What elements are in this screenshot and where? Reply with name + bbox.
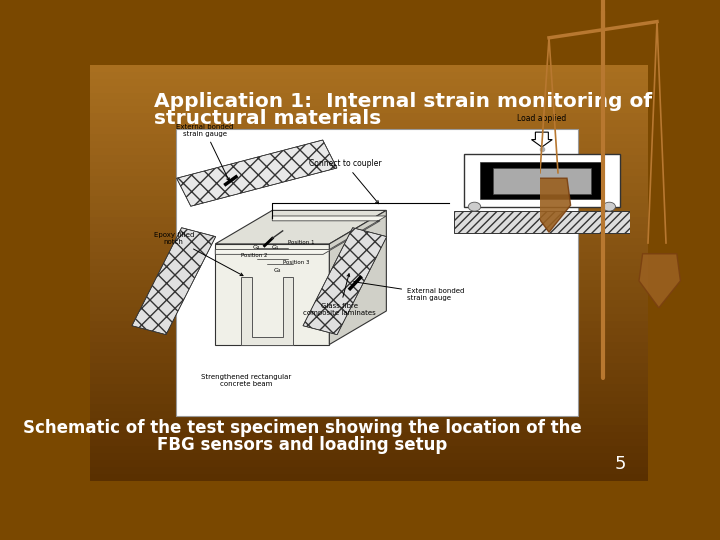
Bar [90, 190, 648, 197]
Bar [90, 418, 648, 425]
Bar [90, 439, 648, 446]
Bar [90, 321, 648, 328]
Text: G₃: G₃ [274, 268, 282, 273]
Text: Position 1: Position 1 [288, 240, 315, 245]
Text: 5: 5 [614, 455, 626, 473]
Bar [90, 460, 648, 467]
Text: Schematic of the test specimen showing the location of the: Schematic of the test specimen showing t… [22, 419, 582, 437]
Bar [90, 72, 648, 79]
Text: G₁: G₁ [271, 245, 279, 249]
Bar [90, 453, 648, 460]
FancyBboxPatch shape [464, 154, 620, 207]
FancyBboxPatch shape [176, 129, 578, 416]
Text: Epoxy filled
notch: Epoxy filled notch [153, 232, 243, 275]
Bar [90, 432, 648, 439]
Bar [90, 446, 648, 453]
Bar [90, 467, 648, 474]
Text: G₂: G₂ [253, 245, 261, 249]
Text: FBG sensors and loading setup: FBG sensors and loading setup [157, 436, 447, 454]
Bar [90, 370, 648, 377]
Bar [90, 65, 648, 72]
Text: External bonded
strain gauge: External bonded strain gauge [354, 281, 464, 301]
Bar [90, 390, 648, 397]
Polygon shape [215, 211, 387, 244]
Bar [90, 169, 648, 176]
Text: Position 2: Position 2 [241, 253, 268, 258]
Polygon shape [176, 140, 337, 206]
Text: External bonded
strain gauge: External bonded strain gauge [176, 124, 233, 181]
Bar [90, 106, 648, 113]
Bar [90, 294, 648, 300]
Bar [90, 183, 648, 190]
Polygon shape [215, 244, 329, 345]
Bar [90, 141, 648, 148]
Polygon shape [215, 216, 387, 254]
Polygon shape [132, 228, 216, 335]
Text: Glass fibre
composite laminates: Glass fibre composite laminates [303, 274, 376, 316]
Bar [90, 99, 648, 106]
Bar [90, 238, 648, 245]
Bar [90, 127, 648, 134]
Bar [90, 335, 648, 342]
Bar [90, 252, 648, 259]
Text: structural materials: structural materials [154, 109, 382, 129]
Bar [90, 85, 648, 92]
Bar [90, 134, 648, 141]
Bar [90, 176, 648, 183]
Bar [90, 245, 648, 252]
Circle shape [468, 202, 481, 211]
Polygon shape [454, 211, 630, 233]
Bar [90, 259, 648, 266]
Bar [90, 411, 648, 418]
Bar [90, 79, 648, 85]
Bar [90, 113, 648, 120]
Bar [90, 92, 648, 99]
Polygon shape [639, 254, 680, 308]
Polygon shape [529, 178, 571, 232]
Bar [90, 363, 648, 370]
Bar [90, 342, 648, 349]
Circle shape [603, 202, 616, 211]
Bar [90, 377, 648, 383]
Polygon shape [329, 211, 387, 345]
Bar [90, 273, 648, 280]
Text: Strengthened rectangular
concrete beam: Strengthened rectangular concrete beam [202, 374, 292, 387]
Text: Load applied: Load applied [517, 114, 567, 123]
Bar [90, 217, 648, 224]
Bar [90, 328, 648, 335]
FancyArrow shape [531, 132, 552, 147]
Bar [90, 211, 648, 217]
Bar [90, 280, 648, 287]
Bar [90, 397, 648, 404]
Bar [90, 300, 648, 307]
Bar [90, 266, 648, 273]
Bar [90, 404, 648, 411]
Polygon shape [241, 278, 293, 345]
Bar [90, 287, 648, 294]
Bar [90, 307, 648, 314]
Text: Position 3: Position 3 [283, 260, 309, 266]
Text: Connect to coupler: Connect to coupler [309, 159, 381, 204]
Bar [90, 349, 648, 356]
Bar [90, 197, 648, 204]
Bar [90, 120, 648, 127]
FancyBboxPatch shape [492, 167, 591, 194]
Bar [90, 224, 648, 231]
Polygon shape [303, 228, 387, 335]
Bar [90, 148, 648, 155]
Text: Application 1:  Internal strain monitoring of: Application 1: Internal strain monitorin… [154, 92, 652, 111]
FancyBboxPatch shape [480, 162, 604, 199]
Bar [90, 314, 648, 321]
Bar [90, 204, 648, 210]
Bar [90, 474, 648, 481]
Bar [90, 162, 648, 168]
Bar [90, 383, 648, 390]
Bar [90, 231, 648, 238]
Bar [90, 155, 648, 162]
Bar [90, 356, 648, 363]
Bar [90, 425, 648, 432]
